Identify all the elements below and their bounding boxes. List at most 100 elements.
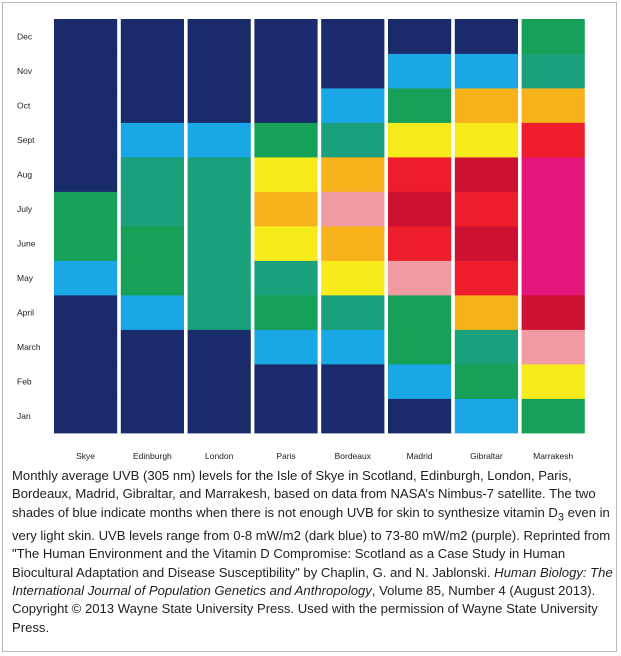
cell-gibraltar-march bbox=[454, 329, 518, 365]
month-label-july: July bbox=[17, 204, 33, 214]
cell-madrid-nov bbox=[388, 53, 452, 89]
month-labels: Jan Feb March April May June July Aug Sept Oct Nov… bbox=[17, 31, 41, 421]
cell-madrid-may bbox=[388, 260, 452, 296]
cell-madrid-june bbox=[388, 226, 452, 261]
cell-madrid-dec bbox=[388, 19, 452, 54]
cell-edinburgh-aug bbox=[120, 157, 184, 192]
caption-journal: Human Biology: The International Journal… bbox=[12, 564, 613, 599]
cell-marrakesh-aug bbox=[521, 157, 585, 192]
cell-marrakesh-sept bbox=[521, 122, 585, 158]
cell-madrid-april bbox=[388, 295, 452, 330]
cell-paris-jan bbox=[254, 398, 318, 434]
cell-marrakesh-nov bbox=[521, 53, 585, 89]
cell-madrid-aug bbox=[388, 157, 452, 192]
city-label-gibraltar: Gibraltar bbox=[470, 451, 503, 461]
cell-edinburgh-oct bbox=[120, 88, 184, 123]
caption-text-1: Monthly average UVB (305 nm) levels for … bbox=[12, 468, 596, 520]
cell-bordeaux-aug bbox=[321, 157, 385, 192]
caption-subscript: 3 bbox=[557, 511, 564, 524]
heatmap-svg: Jan Feb March April May June July Aug Sept Oct Nov… bbox=[17, 19, 585, 461]
city-label-madrid: Madrid bbox=[407, 451, 433, 461]
city-label-paris: Paris bbox=[276, 451, 295, 461]
cell-gibraltar-nov bbox=[454, 53, 518, 89]
city-label-skye: Skye bbox=[76, 451, 95, 461]
cell-skye-april bbox=[54, 295, 118, 330]
month-label-nov: Nov bbox=[17, 66, 33, 76]
cell-bordeaux-may bbox=[321, 260, 385, 296]
cell-london-june bbox=[187, 226, 251, 261]
cell-gibraltar-oct bbox=[454, 88, 518, 123]
cell-skye-dec bbox=[54, 19, 118, 54]
cell-gibraltar-june bbox=[454, 226, 518, 261]
cell-marrakesh-april bbox=[521, 295, 585, 330]
cell-bordeaux-oct bbox=[321, 88, 385, 123]
cell-bordeaux-june bbox=[321, 226, 385, 261]
cell-skye-jan bbox=[54, 398, 118, 434]
cell-madrid-march bbox=[388, 329, 452, 365]
cell-london-feb bbox=[187, 364, 251, 399]
cell-marrakesh-oct bbox=[521, 88, 585, 123]
cell-paris-feb bbox=[254, 364, 318, 399]
city-label-edinburgh: Edinburgh bbox=[133, 451, 172, 461]
month-label-feb: Feb bbox=[17, 376, 32, 386]
cell-skye-aug bbox=[54, 157, 118, 192]
cell-marrakesh-june bbox=[521, 226, 585, 261]
cell-edinburgh-july bbox=[120, 191, 184, 227]
cell-london-aug bbox=[187, 157, 251, 192]
cell-edinburgh-feb bbox=[120, 364, 184, 399]
cell-edinburgh-dec bbox=[120, 19, 184, 54]
city-label-bordeaux: Bordeaux bbox=[335, 451, 372, 461]
cell-paris-april bbox=[254, 295, 318, 330]
cell-edinburgh-april bbox=[120, 295, 184, 330]
heatmap-cells bbox=[54, 19, 585, 434]
cell-paris-nov bbox=[254, 53, 318, 89]
cell-skye-july bbox=[54, 191, 118, 227]
cell-london-dec bbox=[187, 19, 251, 54]
month-label-sept: Sept bbox=[17, 135, 35, 145]
cell-skye-june bbox=[54, 226, 118, 261]
cell-marrakesh-march bbox=[521, 329, 585, 365]
uvb-heatmap-chart: Jan Feb March April May June July Aug Sept Oct Nov… bbox=[7, 7, 616, 465]
month-label-june: June bbox=[17, 238, 36, 248]
cell-skye-may bbox=[54, 260, 118, 296]
cell-gibraltar-aug bbox=[454, 157, 518, 192]
cell-paris-march bbox=[254, 329, 318, 365]
month-label-dec: Dec bbox=[17, 31, 33, 41]
month-label-jan: Jan bbox=[17, 411, 31, 421]
cell-madrid-feb bbox=[388, 364, 452, 399]
month-label-march: March bbox=[17, 342, 41, 352]
cell-paris-may bbox=[254, 260, 318, 296]
cell-skye-march bbox=[54, 329, 118, 365]
cell-edinburgh-jan bbox=[120, 398, 184, 434]
cell-bordeaux-sept bbox=[321, 122, 385, 158]
caption-text-3: , Volume 85, Number 4 (August 2013). Cop… bbox=[12, 583, 598, 635]
cell-bordeaux-april bbox=[321, 295, 385, 330]
cell-gibraltar-july bbox=[454, 191, 518, 227]
cell-gibraltar-feb bbox=[454, 364, 518, 399]
cell-london-may bbox=[187, 260, 251, 296]
city-label-marrakesh: Marrakesh bbox=[533, 451, 573, 461]
cell-london-oct bbox=[187, 88, 251, 123]
cell-paris-july bbox=[254, 191, 318, 227]
cell-skye-nov bbox=[54, 53, 118, 89]
cell-london-march bbox=[187, 329, 251, 365]
month-label-oct: Oct bbox=[17, 100, 31, 110]
cell-london-july bbox=[187, 191, 251, 227]
cell-edinburgh-may bbox=[120, 260, 184, 296]
cell-bordeaux-nov bbox=[321, 53, 385, 89]
month-label-april: April bbox=[17, 307, 34, 317]
caption-text-2: even in very light skin. UVB levels rang… bbox=[12, 504, 611, 580]
cell-paris-aug bbox=[254, 157, 318, 192]
cell-edinburgh-sept bbox=[120, 122, 184, 158]
cell-edinburgh-june bbox=[120, 226, 184, 261]
cell-madrid-sept bbox=[388, 122, 452, 158]
month-label-may: May bbox=[17, 273, 34, 283]
cell-skye-oct bbox=[54, 88, 118, 123]
cell-bordeaux-jan bbox=[321, 398, 385, 434]
cell-madrid-july bbox=[388, 191, 452, 227]
cell-gibraltar-sept bbox=[454, 122, 518, 158]
cell-gibraltar-may bbox=[454, 260, 518, 296]
city-labels: Skye Edinburgh London Paris Bordeaux Madrid Gi… bbox=[76, 451, 573, 461]
figure-caption: Monthly average UVB (305 nm) levels for … bbox=[12, 467, 614, 637]
